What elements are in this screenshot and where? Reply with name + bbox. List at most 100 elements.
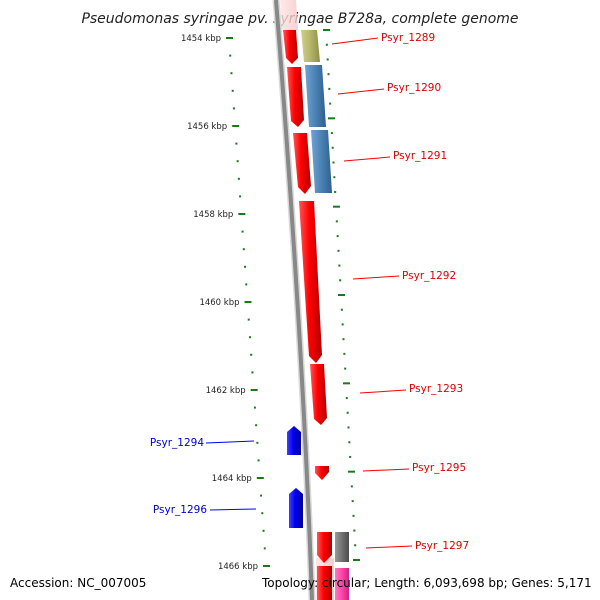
gene-arrow[interactable] — [283, 30, 298, 64]
scale-dot — [236, 160, 239, 163]
outer-dot — [323, 29, 330, 31]
outer-dot — [349, 455, 352, 458]
outer-dot — [345, 397, 348, 400]
outer-dot — [336, 235, 339, 238]
topology-text: Topology: circular; Length: 6,093,698 bp… — [262, 576, 592, 590]
outer-dot — [348, 441, 351, 444]
outer-dot — [344, 367, 347, 370]
scale-tick — [238, 213, 246, 215]
gene-arrow[interactable] — [317, 566, 332, 600]
gene-label[interactable]: Psyr_1296 — [153, 504, 207, 516]
accession-text: Accession: NC_007005 — [10, 576, 147, 590]
scale-dot — [235, 142, 238, 145]
scale-dot — [237, 177, 240, 180]
map-title: Pseudomonas syringae pv. syringae B728a,… — [81, 11, 518, 27]
outer-dot — [330, 132, 333, 135]
scale-dot — [253, 406, 256, 409]
scale-dot — [245, 283, 248, 286]
outer-dot — [326, 58, 329, 61]
scale-tick-label: 1464 kbp — [212, 474, 252, 484]
outer-dot — [337, 249, 340, 252]
scale-tick — [250, 389, 258, 391]
scale-track: 1454 kbp 1456 kbp 1458 kbp 1460 kbp 1462 kbp… — [181, 34, 270, 572]
scale-dot — [231, 89, 234, 92]
gene-label[interactable]: Psyr_1297 — [415, 540, 469, 552]
scale-tick-label: 1458 kbp — [193, 210, 233, 220]
gene-label[interactable]: Psyr_1292 — [402, 270, 456, 282]
outer-dot — [341, 323, 344, 326]
outer-dot — [328, 87, 331, 90]
scale-dot — [248, 336, 251, 339]
outer-dot — [335, 220, 338, 223]
outer-dot — [352, 514, 355, 517]
gene-label[interactable]: Psyr_1294 — [150, 437, 204, 449]
scale-tick — [226, 37, 233, 39]
gene-arrow[interactable] — [289, 488, 303, 528]
olive-feature — [301, 30, 320, 62]
outer-dot — [347, 426, 350, 429]
outer-dot — [342, 338, 345, 341]
outer-dot — [338, 294, 345, 296]
outer-dot — [343, 382, 350, 385]
scale-dot — [256, 441, 259, 444]
scale-dot — [251, 371, 254, 374]
gene-arrow[interactable] — [287, 426, 301, 455]
scale-dot — [230, 72, 233, 75]
outer-dot — [340, 308, 343, 311]
scale-dot — [239, 195, 242, 198]
outer-dot — [332, 161, 335, 164]
gene-arrow[interactable] — [299, 201, 322, 363]
scale-tick-label: 1454 kbp — [181, 34, 221, 44]
scale-dot — [242, 248, 245, 251]
gene-arrow[interactable] — [310, 364, 327, 425]
outer-dot — [325, 43, 328, 46]
outer-track — [323, 29, 360, 561]
scale-dot — [247, 318, 250, 321]
gene-arrow[interactable] — [315, 466, 329, 480]
gene-arrow[interactable] — [293, 133, 311, 194]
scale-dot — [250, 353, 253, 356]
pale-band-top — [280, 0, 298, 30]
gray-feature — [335, 532, 349, 562]
outer-dot — [346, 411, 349, 414]
gene-label[interactable]: Psyr_1291 — [393, 150, 447, 162]
outer-dot — [329, 102, 332, 105]
scale-dot — [260, 494, 263, 497]
gene-label[interactable]: Psyr_1295 — [412, 462, 466, 474]
scale-dot — [255, 424, 258, 427]
steelblue-feature-1 — [305, 65, 326, 127]
scale-dot — [261, 512, 264, 515]
outer-dot — [331, 146, 334, 149]
pink-feature — [335, 568, 349, 600]
outer-dot — [351, 500, 354, 503]
scale-dot — [244, 265, 247, 268]
scale-tick — [263, 565, 270, 567]
outer-dot — [334, 190, 337, 193]
scale-dot — [262, 529, 265, 532]
outer-dot — [353, 529, 356, 532]
gene-arrow[interactable] — [287, 67, 304, 127]
outer-dot — [333, 205, 340, 208]
scale-tick — [244, 301, 252, 303]
outer-dot — [350, 485, 353, 488]
scale-dot — [232, 107, 235, 110]
outer-dot — [339, 279, 342, 282]
scale-dot — [257, 459, 260, 462]
gene-label[interactable]: Psyr_1290 — [387, 82, 441, 94]
outer-dot — [353, 559, 360, 561]
scale-tick-label: 1462 kbp — [206, 386, 246, 396]
scale-tick-label: 1466 kbp — [218, 562, 258, 572]
scale-tick — [256, 477, 264, 479]
gene-label[interactable]: Psyr_1293 — [409, 383, 463, 395]
gene-label[interactable]: Psyr_1289 — [381, 32, 435, 44]
outer-dot — [348, 470, 355, 473]
scale-tick-label: 1460 kbp — [199, 298, 239, 308]
steelblue-feature-2 — [311, 130, 332, 193]
scale-dot — [263, 547, 266, 550]
gene-arrows — [283, 30, 332, 600]
outer-dot — [333, 176, 336, 179]
gene-arrow[interactable] — [317, 532, 332, 563]
outer-dot — [354, 544, 357, 547]
scale-tick-label: 1456 kbp — [187, 122, 227, 132]
